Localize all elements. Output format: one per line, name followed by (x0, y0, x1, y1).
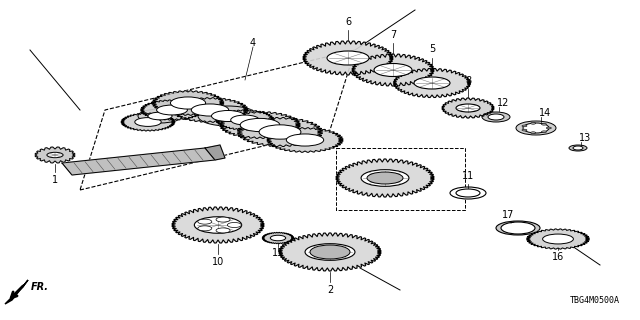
Polygon shape (141, 100, 204, 120)
Ellipse shape (523, 123, 549, 133)
Ellipse shape (547, 127, 551, 129)
Ellipse shape (367, 172, 403, 184)
Polygon shape (336, 159, 434, 197)
Text: 17: 17 (502, 210, 514, 220)
Text: FR.: FR. (31, 282, 49, 292)
Polygon shape (216, 110, 274, 130)
Ellipse shape (456, 104, 480, 112)
Ellipse shape (450, 187, 486, 199)
Ellipse shape (573, 146, 583, 150)
Polygon shape (152, 91, 224, 115)
Ellipse shape (531, 123, 536, 124)
Ellipse shape (482, 112, 510, 122)
Text: 4: 4 (250, 38, 256, 48)
Ellipse shape (310, 245, 350, 259)
Ellipse shape (374, 63, 412, 76)
Ellipse shape (501, 222, 535, 234)
Text: 7: 7 (390, 30, 396, 40)
Polygon shape (121, 113, 175, 131)
Polygon shape (279, 233, 381, 271)
Polygon shape (205, 145, 225, 160)
Text: 5: 5 (429, 44, 435, 54)
Ellipse shape (198, 219, 212, 224)
Ellipse shape (227, 222, 241, 228)
Ellipse shape (47, 152, 63, 158)
Ellipse shape (191, 104, 228, 116)
Text: 1: 1 (52, 175, 58, 185)
Ellipse shape (414, 77, 450, 89)
Ellipse shape (361, 170, 409, 186)
Ellipse shape (259, 125, 301, 139)
Ellipse shape (138, 109, 182, 123)
Polygon shape (220, 112, 300, 139)
Polygon shape (5, 280, 28, 304)
Ellipse shape (170, 97, 205, 109)
Polygon shape (35, 147, 75, 163)
Polygon shape (62, 148, 215, 175)
Polygon shape (442, 98, 494, 118)
Ellipse shape (240, 118, 280, 132)
Text: 8: 8 (465, 76, 471, 86)
Polygon shape (262, 232, 294, 244)
Text: 16: 16 (552, 252, 564, 262)
Ellipse shape (216, 228, 230, 233)
Ellipse shape (305, 244, 355, 260)
Ellipse shape (531, 132, 536, 133)
Text: 2: 2 (327, 285, 333, 295)
Polygon shape (172, 207, 264, 243)
Ellipse shape (157, 105, 188, 115)
Polygon shape (352, 54, 434, 86)
Ellipse shape (195, 217, 242, 233)
Polygon shape (527, 229, 589, 249)
Ellipse shape (522, 125, 527, 127)
Ellipse shape (541, 123, 547, 125)
Polygon shape (303, 41, 393, 75)
Text: TBG4M0500A: TBG4M0500A (570, 296, 620, 305)
Ellipse shape (286, 134, 324, 146)
Ellipse shape (216, 217, 230, 222)
Ellipse shape (522, 129, 527, 131)
Ellipse shape (135, 117, 161, 126)
Ellipse shape (230, 115, 259, 125)
Text: 15: 15 (272, 248, 284, 258)
Text: 11: 11 (462, 171, 474, 181)
Ellipse shape (211, 110, 244, 122)
Text: 13: 13 (579, 133, 591, 143)
Ellipse shape (148, 112, 172, 120)
Polygon shape (394, 68, 470, 98)
Text: 10: 10 (212, 257, 224, 267)
Ellipse shape (198, 226, 212, 231)
Ellipse shape (569, 145, 587, 151)
Ellipse shape (456, 189, 480, 197)
Polygon shape (267, 128, 343, 152)
Ellipse shape (327, 51, 369, 65)
Ellipse shape (543, 234, 573, 244)
Ellipse shape (496, 221, 540, 235)
Ellipse shape (488, 114, 504, 120)
Text: 6: 6 (345, 17, 351, 27)
Text: 12: 12 (497, 98, 509, 108)
Polygon shape (172, 98, 248, 122)
Polygon shape (237, 117, 323, 147)
Ellipse shape (198, 106, 258, 126)
Ellipse shape (516, 121, 556, 135)
Ellipse shape (541, 131, 547, 133)
Text: 14: 14 (539, 108, 551, 118)
Ellipse shape (270, 235, 285, 241)
